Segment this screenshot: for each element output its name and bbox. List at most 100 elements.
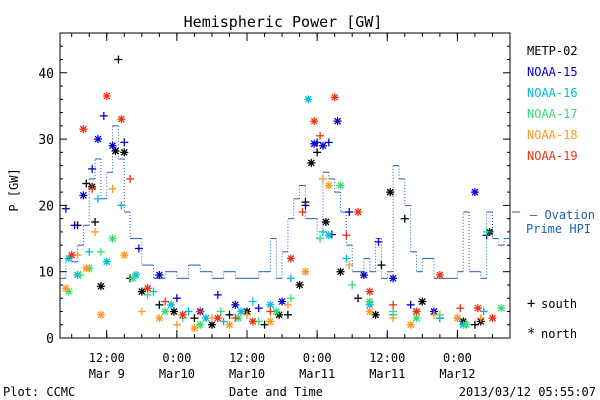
legend-item: METP-02 (527, 44, 578, 58)
data-point-south (482, 227, 491, 236)
data-point-south (76, 271, 85, 280)
data-point-south (342, 254, 351, 263)
data-point-north (278, 297, 287, 306)
data-point-south (184, 307, 193, 316)
data-point-south (318, 174, 327, 183)
data-point-north (462, 320, 471, 329)
legend-item: NOAA-19 (527, 149, 578, 163)
x-axis-label: Date and Time (229, 385, 323, 399)
data-point-north (365, 307, 374, 316)
legend-item: NOAA-17 (527, 107, 578, 121)
data-point-south (91, 217, 100, 226)
data-point-south (108, 184, 117, 193)
y-axis-label: P [GW] (7, 168, 21, 211)
marker-legend-symbol: * (527, 326, 535, 342)
data-point-south (345, 261, 354, 270)
data-point-south (283, 300, 292, 309)
data-point-north (120, 251, 129, 260)
data-point-south (348, 280, 357, 289)
data-point-north (286, 254, 295, 263)
data-point-south (117, 201, 126, 210)
data-point-north (61, 284, 70, 293)
data-point-north (336, 181, 345, 190)
data-point-north (473, 304, 482, 313)
data-point-south (219, 317, 228, 326)
data-point-south (248, 297, 257, 306)
data-point-south (354, 294, 363, 303)
data-point-south (126, 174, 135, 183)
data-point-south (196, 307, 205, 316)
data-point-south (161, 297, 170, 306)
data-point-south (213, 290, 222, 299)
data-point-north (178, 310, 187, 319)
data-point-north (161, 307, 170, 316)
data-point-north (333, 117, 342, 126)
plot-frame (59, 32, 511, 339)
data-point-north (336, 267, 345, 276)
data-point-north (389, 274, 398, 283)
data-point-south (93, 194, 102, 203)
data-point-north (295, 280, 304, 289)
data-point-north (96, 310, 105, 319)
data-point-north (143, 284, 152, 293)
data-point-north (470, 188, 479, 197)
data-point-south (85, 247, 94, 256)
data-point-south (313, 148, 322, 157)
y-axis-ticks: 0 10 20 30 40 (38, 45, 510, 347)
data-point-north (307, 158, 316, 167)
data-point-north (310, 117, 319, 126)
y-tick-label: 20 (38, 199, 54, 214)
plot-timestamp: 2013/03/12 05:55:07 (459, 385, 596, 399)
marker-legend-symbol: + (527, 296, 535, 312)
x-tick-label-date: Mar12 (439, 367, 475, 381)
data-point-south (389, 314, 398, 323)
data-point-south (377, 261, 386, 270)
data-point-north (497, 304, 506, 313)
y-tick-label: 30 (38, 133, 54, 148)
data-point-south (430, 310, 439, 319)
data-point-north (412, 307, 421, 316)
data-point-south (470, 320, 479, 329)
data-point-north (167, 300, 176, 309)
data-point-north (225, 320, 234, 329)
data-point-north (169, 307, 178, 316)
x-tick-label-time: 12:00 (369, 351, 405, 365)
data-point-north (359, 271, 368, 280)
x-tick-label-date: Mar11 (369, 367, 405, 381)
data-point-north (102, 257, 111, 266)
x-tick-label-time: 0:00 (303, 351, 332, 365)
legend-item: NOAA-18 (527, 128, 578, 142)
data-point-north (190, 324, 199, 333)
data-point-north (301, 267, 310, 276)
data-point-north (96, 282, 105, 291)
data-point-south (70, 221, 79, 230)
marker-legend-label: south (541, 297, 577, 311)
data-point-north (324, 181, 333, 190)
data-point-north (117, 115, 126, 124)
data-point-south (406, 300, 415, 309)
data-point-south (172, 294, 181, 303)
legend: METP-02 NOAA-15 NOAA-16 NOAA-17 NOAA-18 NOAA-… (527, 44, 578, 342)
data-point-south (345, 208, 354, 217)
data-point-north (330, 93, 339, 102)
data-point-north (386, 188, 395, 197)
data-point-south (82, 179, 91, 188)
data-point-north (406, 320, 415, 329)
data-point-north (365, 297, 374, 306)
data-point-north (129, 274, 138, 283)
ovation-label-line2: Prime HPI (526, 222, 591, 236)
data-point-south (479, 307, 488, 316)
data-point-south (243, 310, 252, 319)
data-point-north (354, 208, 363, 217)
data-point-north (365, 287, 374, 296)
data-point-north (435, 271, 444, 280)
data-point-north (79, 125, 88, 134)
x-tick-label-time: 12:00 (89, 351, 125, 365)
data-point-north (304, 95, 313, 104)
legend-item: NOAA-16 (527, 86, 578, 100)
data-point-south (400, 214, 409, 223)
data-point-south (301, 201, 310, 210)
data-point-south (316, 234, 325, 243)
data-point-south (313, 138, 322, 147)
